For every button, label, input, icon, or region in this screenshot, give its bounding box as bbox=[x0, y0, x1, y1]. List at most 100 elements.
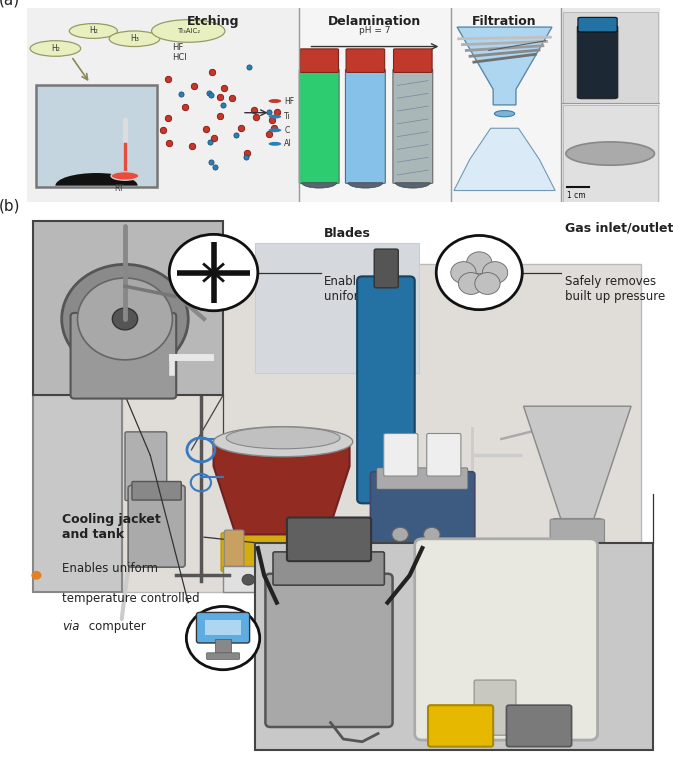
FancyBboxPatch shape bbox=[128, 485, 185, 567]
Text: H₂: H₂ bbox=[89, 27, 98, 35]
FancyBboxPatch shape bbox=[561, 8, 660, 202]
Text: Etching: Etching bbox=[187, 15, 240, 28]
Circle shape bbox=[169, 234, 258, 311]
Point bbox=[217, 98, 228, 111]
FancyBboxPatch shape bbox=[125, 432, 167, 501]
Point bbox=[242, 147, 252, 159]
Circle shape bbox=[112, 308, 137, 330]
Point bbox=[176, 88, 187, 100]
Text: H₃: H₃ bbox=[130, 34, 139, 43]
FancyBboxPatch shape bbox=[122, 265, 641, 592]
Text: via: via bbox=[62, 620, 79, 633]
Text: Delamination: Delamination bbox=[328, 15, 421, 28]
FancyBboxPatch shape bbox=[370, 472, 475, 551]
Polygon shape bbox=[213, 442, 349, 534]
FancyBboxPatch shape bbox=[393, 69, 433, 184]
FancyBboxPatch shape bbox=[132, 481, 181, 500]
Point bbox=[215, 110, 225, 122]
FancyBboxPatch shape bbox=[346, 49, 385, 72]
Text: H₂: H₂ bbox=[51, 44, 60, 53]
FancyBboxPatch shape bbox=[427, 433, 461, 476]
Wedge shape bbox=[396, 183, 430, 188]
Text: RT: RT bbox=[114, 184, 123, 192]
Point bbox=[244, 61, 254, 73]
FancyBboxPatch shape bbox=[215, 639, 231, 657]
Point bbox=[186, 140, 197, 152]
FancyBboxPatch shape bbox=[27, 8, 299, 202]
Point bbox=[264, 128, 275, 140]
Text: Safely removes
built up pressure: Safely removes built up pressure bbox=[565, 275, 665, 303]
FancyBboxPatch shape bbox=[550, 519, 604, 555]
FancyBboxPatch shape bbox=[33, 221, 223, 395]
Polygon shape bbox=[454, 128, 555, 191]
FancyBboxPatch shape bbox=[507, 705, 571, 747]
Circle shape bbox=[111, 172, 139, 180]
Text: HF
HCl: HF HCl bbox=[172, 43, 187, 62]
Circle shape bbox=[466, 252, 492, 274]
Circle shape bbox=[318, 575, 330, 585]
Ellipse shape bbox=[226, 427, 340, 449]
Circle shape bbox=[495, 111, 515, 117]
Point bbox=[157, 124, 168, 136]
Circle shape bbox=[62, 265, 188, 374]
Point bbox=[269, 122, 279, 134]
FancyBboxPatch shape bbox=[553, 519, 602, 578]
Point bbox=[180, 101, 191, 113]
Circle shape bbox=[451, 262, 476, 284]
Circle shape bbox=[69, 24, 117, 38]
Point bbox=[248, 104, 259, 116]
FancyBboxPatch shape bbox=[273, 552, 384, 585]
Text: Ti: Ti bbox=[285, 112, 291, 121]
FancyBboxPatch shape bbox=[287, 517, 371, 561]
FancyBboxPatch shape bbox=[299, 8, 451, 202]
FancyBboxPatch shape bbox=[415, 539, 598, 740]
Point bbox=[205, 89, 216, 101]
Polygon shape bbox=[524, 406, 631, 521]
Point bbox=[267, 114, 277, 126]
Wedge shape bbox=[302, 183, 336, 188]
FancyBboxPatch shape bbox=[27, 8, 660, 202]
Point bbox=[163, 112, 174, 124]
Text: HF: HF bbox=[285, 97, 295, 105]
FancyBboxPatch shape bbox=[345, 69, 386, 184]
FancyBboxPatch shape bbox=[33, 395, 122, 592]
FancyBboxPatch shape bbox=[36, 85, 157, 187]
FancyBboxPatch shape bbox=[374, 249, 398, 288]
Circle shape bbox=[77, 278, 172, 360]
FancyBboxPatch shape bbox=[394, 49, 432, 72]
Circle shape bbox=[151, 20, 225, 42]
Point bbox=[272, 106, 283, 118]
Circle shape bbox=[280, 575, 293, 585]
Point bbox=[207, 66, 218, 78]
Point bbox=[227, 92, 238, 105]
Text: (a): (a) bbox=[0, 0, 20, 7]
FancyBboxPatch shape bbox=[563, 11, 658, 103]
Text: Ti₃AlC₂: Ti₃AlC₂ bbox=[177, 28, 200, 34]
Circle shape bbox=[269, 114, 281, 118]
FancyBboxPatch shape bbox=[197, 613, 250, 643]
Circle shape bbox=[269, 99, 281, 103]
Point bbox=[236, 122, 247, 134]
Wedge shape bbox=[55, 173, 137, 185]
FancyBboxPatch shape bbox=[428, 705, 493, 747]
Point bbox=[263, 106, 274, 118]
Point bbox=[231, 129, 242, 141]
Ellipse shape bbox=[566, 142, 654, 166]
Circle shape bbox=[269, 128, 281, 132]
FancyBboxPatch shape bbox=[254, 542, 653, 750]
FancyBboxPatch shape bbox=[377, 468, 468, 489]
Point bbox=[204, 86, 215, 98]
FancyBboxPatch shape bbox=[384, 433, 418, 476]
Point bbox=[251, 111, 262, 123]
Point bbox=[204, 137, 215, 149]
Point bbox=[164, 137, 174, 149]
Ellipse shape bbox=[213, 427, 353, 457]
Point bbox=[206, 156, 217, 168]
Point bbox=[189, 80, 200, 92]
FancyBboxPatch shape bbox=[299, 69, 339, 184]
Text: 1 cm: 1 cm bbox=[567, 192, 585, 201]
Circle shape bbox=[458, 272, 484, 295]
Circle shape bbox=[299, 575, 312, 585]
Circle shape bbox=[269, 142, 281, 146]
Text: (b): (b) bbox=[0, 199, 20, 214]
